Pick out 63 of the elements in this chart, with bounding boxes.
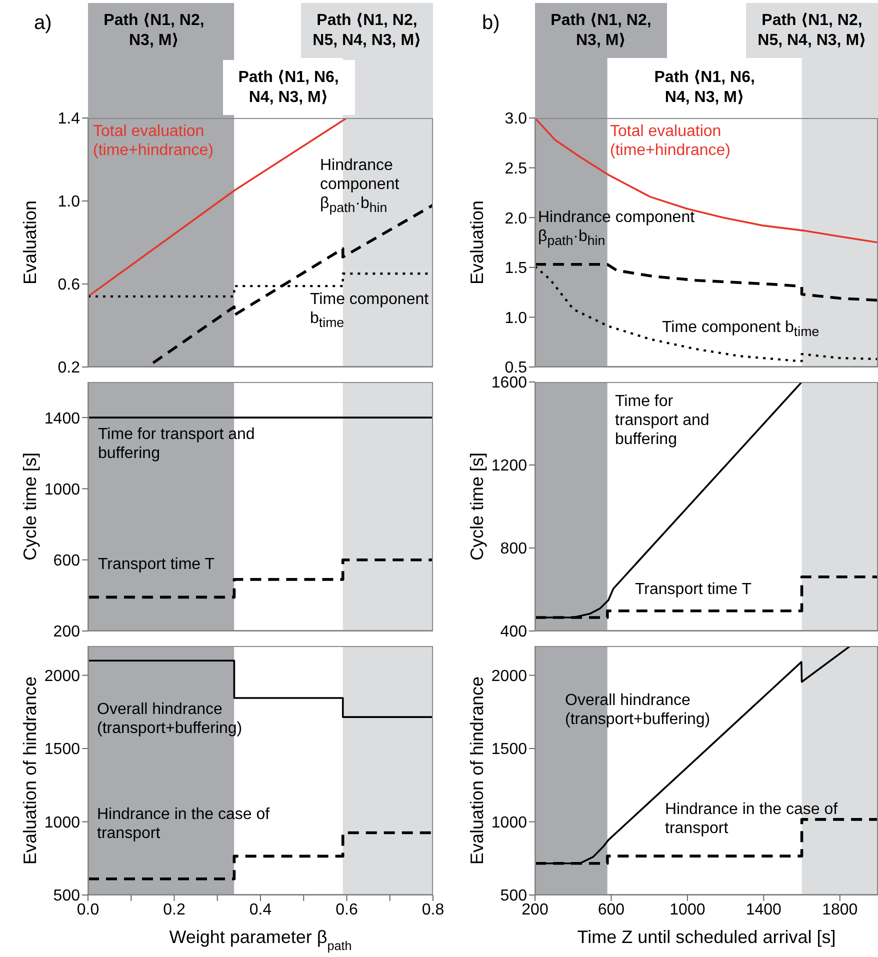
y-tick-label: 200	[53, 624, 80, 641]
y-tick-label: 1000	[44, 814, 80, 832]
y-tick-label: 1000	[491, 814, 528, 832]
y-tick-label: 600	[53, 552, 80, 570]
x-axis-title: Time Z until scheduled arrival [s]	[577, 927, 836, 947]
series-label: Time for transport and buffering	[615, 392, 710, 449]
y-tick-label: 2000	[44, 668, 80, 685]
y-tick-label: 1400	[44, 410, 80, 428]
series-label: Transport time T	[635, 580, 752, 599]
y-axis-title: Evaluation	[467, 200, 487, 285]
y-axis-title: Cycle time [s]	[20, 452, 40, 561]
band-label: Path ⟨N1, N2, N3, M⟩	[88, 3, 220, 58]
series-label: Transport time T	[98, 555, 216, 574]
series-label: Time component b$_{time}$	[662, 318, 820, 342]
y-tick-label: 1.5	[504, 260, 528, 278]
band-label: Path ⟨N1, N2, N3, M⟩	[535, 3, 667, 58]
x-tick-label: 1800	[822, 901, 858, 918]
band-label: Path ⟨N1, N6, N4, N3, M⟩	[222, 60, 355, 115]
y-tick-label: 2.0	[504, 210, 528, 228]
y-tick-label: 1500	[491, 741, 528, 758]
y-axis-title: Evaluation of hindrance	[20, 676, 40, 865]
x-tick-label: 0.2	[163, 901, 186, 918]
series-label: Total evaluation (time+hindrance)	[610, 122, 732, 160]
series-label: Hindrance component β$_{path}$·b$_{hin}$	[320, 156, 400, 218]
y-tick-label: 0.2	[58, 360, 80, 377]
y-tick-label: 1600	[491, 374, 528, 392]
y-tick-label: 2000	[491, 668, 528, 685]
y-axis-title: Cycle time [s]	[467, 452, 487, 561]
chart-title: a)	[34, 12, 52, 35]
series-label: Time for transport and buffering	[98, 425, 256, 463]
y-tick-label: 0.5	[504, 360, 528, 377]
series-label: Hindrance component β$_{path}$·b$_{hin}$	[538, 208, 696, 250]
y-tick-label: 1.0	[58, 194, 80, 211]
y-tick-label: 1200	[491, 458, 528, 475]
y-tick-label: 1.4	[58, 110, 80, 128]
x-tick-label: 1400	[746, 901, 782, 918]
band-label: Path ⟨N1, N6, N4, N3, M⟩	[638, 60, 771, 115]
text: Total evaluation (time+hindrance)	[93, 122, 214, 160]
series-label: Hindrance in the case of transport	[665, 800, 839, 838]
x-tick-label: 0.8	[422, 901, 444, 918]
x-tick-label: 200	[522, 901, 548, 918]
band-label: Path ⟨N1, N2, N5, N4, N3, M⟩	[746, 3, 878, 58]
band-label: Path ⟨N1, N2, N5, N4, N3, M⟩	[301, 3, 433, 58]
y-tick-label: 1000	[44, 481, 80, 498]
chart-title: b)	[482, 12, 500, 35]
y-tick-label: 1500	[44, 741, 80, 758]
x-tick-label: 600	[598, 901, 625, 918]
y-tick-label: 2.5	[504, 160, 528, 178]
series-label: Time component b$_{time}$	[310, 290, 430, 332]
y-tick-label: 0.6	[58, 276, 80, 294]
x-tick-label: 1000	[670, 901, 706, 918]
y-tick-label: 3.0	[504, 110, 528, 128]
y-tick-label: 400	[500, 624, 528, 641]
x-axis-title: Weight parameter β$_{path}$	[169, 927, 352, 953]
series-label: Overall hindrance (transport+buffering)	[97, 700, 244, 738]
x-tick-label: 0.6	[336, 901, 358, 918]
y-axis-title: Evaluation of hindrance	[467, 676, 487, 865]
y-axis-title: Evaluation	[20, 200, 40, 285]
x-tick-label: 0.4	[249, 901, 272, 918]
series-label: Hindrance in the case of transport	[97, 805, 271, 843]
y-tick-label: 1.0	[504, 310, 528, 327]
series-label: Overall hindrance (transport+buffering)	[565, 691, 712, 729]
y-tick-label: 800	[500, 540, 528, 558]
